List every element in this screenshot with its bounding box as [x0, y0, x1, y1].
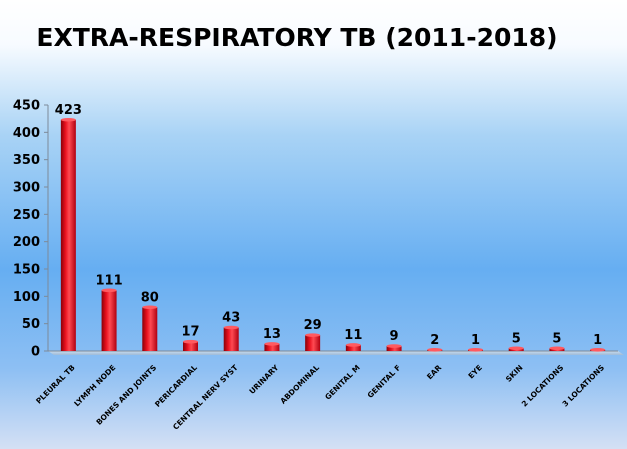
bar	[427, 348, 443, 352]
bar	[549, 346, 565, 351]
bar	[590, 348, 606, 352]
data-label: 29	[304, 318, 322, 333]
plot-floor	[48, 351, 624, 355]
bar-top	[223, 325, 239, 330]
y-tick-label: 350	[13, 153, 40, 168]
bar-body	[386, 346, 402, 351]
x-tick-label: EYE	[466, 363, 483, 380]
bar	[345, 343, 361, 351]
y-tick-label: 200	[13, 235, 40, 250]
x-tick-label: SKIN	[504, 363, 525, 384]
bar	[142, 305, 158, 351]
axes	[47, 105, 618, 352]
data-label: 5	[512, 331, 521, 346]
data-label: 13	[263, 327, 281, 342]
y-tick-label: 100	[13, 290, 40, 305]
bar	[264, 342, 280, 351]
bar-top	[183, 339, 198, 344]
bar	[223, 325, 239, 351]
bar	[305, 333, 321, 351]
bar	[508, 346, 524, 351]
x-tick-label: EAR	[425, 363, 443, 381]
bar	[101, 288, 117, 351]
data-label: 9	[390, 329, 399, 344]
x-tick-label: PERICARDIAL	[153, 363, 199, 409]
y-tick-label: 400	[13, 126, 40, 141]
y-tick-label: 50	[22, 317, 40, 332]
data-label: 80	[141, 290, 159, 305]
data-label: 17	[181, 325, 199, 340]
x-tick-label: URINARY	[247, 363, 280, 396]
bars	[60, 117, 606, 352]
bar-body	[142, 307, 158, 351]
bar-top	[345, 343, 361, 347]
x-tick-label: ABDOMINAL	[278, 363, 321, 406]
data-label: 43	[222, 310, 240, 325]
data-label: 111	[96, 273, 123, 288]
data-label: 423	[55, 103, 82, 118]
bar-top	[549, 346, 565, 351]
bar-top	[590, 348, 606, 352]
floor-plane	[48, 351, 624, 355]
bar-top	[60, 117, 76, 122]
data-labels: 423 111 80 17 43 13 29 11 9 2 1 5 5 1	[55, 103, 602, 348]
data-label: 11	[344, 328, 362, 343]
bar-body	[183, 341, 198, 351]
bar-top	[264, 342, 280, 346]
bar-body	[264, 343, 280, 351]
y-tick-label: 0	[31, 345, 40, 360]
y-tick-label: 150	[13, 263, 40, 278]
x-tick-label: LYMPH NODE	[72, 363, 117, 408]
bar	[60, 117, 76, 351]
x-tick-label: 2 LOCATIONS	[520, 363, 566, 409]
bar-body	[223, 327, 239, 351]
bar-body	[305, 335, 321, 351]
y-tick-label: 300	[13, 181, 40, 196]
bar-body	[101, 290, 117, 351]
x-tick-label: GENITAL M	[323, 363, 362, 402]
bar-top	[386, 344, 402, 348]
data-label: 2	[430, 333, 439, 348]
data-label: 5	[552, 331, 561, 346]
bar-top	[427, 348, 443, 352]
y-tick-label: 450	[13, 99, 40, 114]
bar	[386, 344, 402, 351]
bar-body	[345, 344, 361, 351]
x-tick-label: GENITAL F	[366, 363, 403, 400]
data-label: 1	[471, 333, 480, 348]
x-tick-label: PLEURAL TB	[34, 363, 77, 406]
x-tick-label: 3 LOCATIONS	[561, 363, 607, 409]
bar-top	[142, 305, 158, 310]
bar	[468, 348, 483, 352]
bar-top	[101, 288, 117, 293]
bar-top	[468, 348, 483, 352]
bar-top	[305, 333, 321, 337]
bar-body	[60, 119, 76, 351]
y-axis-ticks: 0 50 100 150 200 250 300 350 400 450	[13, 99, 48, 360]
bar	[183, 339, 198, 351]
bar-top	[508, 346, 524, 351]
data-label: 1	[593, 333, 602, 348]
chart-title: EXTRA-RESPIRATORY TB (2011-2018)	[36, 23, 557, 52]
y-tick-label: 250	[13, 208, 40, 223]
